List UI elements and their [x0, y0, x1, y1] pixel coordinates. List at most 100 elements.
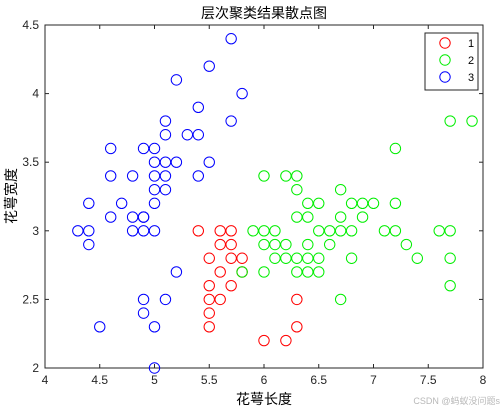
- series-2-point: [280, 170, 292, 182]
- series-3-point: [192, 170, 205, 182]
- series-3-point: [137, 307, 150, 319]
- series-2-point: [291, 252, 303, 264]
- series-2-point: [389, 225, 402, 237]
- series-1-point: [203, 321, 215, 333]
- series-3-point: [83, 225, 95, 237]
- series-3-point: [94, 321, 106, 333]
- x-axis-label: 花萼长度: [236, 392, 292, 408]
- series-2-point: [302, 211, 314, 223]
- series-2-point: [258, 225, 270, 237]
- series-2-point: [444, 115, 456, 127]
- legend-marker-2: [439, 54, 451, 66]
- series-2-point: [400, 238, 413, 251]
- plot-area: [44, 24, 484, 369]
- y-tick-label: 4.5: [22, 18, 39, 32]
- y-axis-ticks: 2 2.5 3 3.5 4 4.5: [22, 18, 483, 375]
- series-1-point: [192, 225, 205, 237]
- series-2-point: [345, 225, 358, 237]
- series-2-point: [258, 266, 270, 278]
- x-tick-label: 6.5: [310, 373, 327, 387]
- series-3-point: [148, 225, 161, 237]
- series-1-point: [280, 334, 292, 347]
- x-tick-label: 5: [151, 373, 158, 387]
- series-3-point: [105, 142, 117, 155]
- series-2-point: [444, 225, 456, 237]
- x-tick-label: 8: [480, 373, 487, 387]
- series-2-point: [302, 238, 314, 251]
- series-3-point: [137, 293, 150, 306]
- series-2-point: [291, 211, 303, 223]
- series-1-point: [214, 266, 226, 278]
- series-2-point: [302, 197, 314, 210]
- series-3-point: [148, 142, 161, 155]
- series-3-point: [148, 197, 161, 210]
- series-1-point: [291, 293, 303, 306]
- x-tick-label: 7.5: [420, 373, 437, 387]
- series-2-point: [280, 252, 292, 264]
- series-2-point: [334, 225, 347, 237]
- series-1-point: [203, 279, 215, 292]
- series-2-point: [389, 142, 402, 155]
- legend-label-3: 3: [468, 72, 474, 84]
- legend-box: [424, 32, 479, 91]
- series-3-point: [225, 115, 237, 127]
- series-2-point: [466, 115, 478, 127]
- series-1-point: [203, 252, 215, 264]
- series-2-point: [302, 266, 314, 278]
- series-3-point: [170, 266, 183, 278]
- x-tick-label: 6: [261, 373, 268, 387]
- legend-label-2: 2: [468, 55, 474, 67]
- watermark-text: CSDN @蚂蚁没问题s: [413, 396, 500, 406]
- series-2-point: [367, 197, 380, 210]
- series-3-point: [203, 60, 215, 72]
- series-2-point: [345, 252, 358, 264]
- series-3-point: [137, 142, 150, 155]
- series-3-point: [137, 211, 150, 223]
- series-3-point: [105, 211, 117, 223]
- legend: 1 2 3: [424, 32, 479, 91]
- series-3-point: [159, 183, 172, 196]
- series-2-point: [378, 225, 391, 237]
- legend-marker-1: [439, 37, 451, 49]
- series-1-point: [214, 225, 226, 237]
- series-2-point: [269, 252, 281, 264]
- series-3-point: [126, 170, 139, 182]
- series-2-point: [334, 293, 347, 306]
- series-3-point: [192, 101, 205, 114]
- y-tick-label: 3: [32, 224, 39, 238]
- y-axis-label: 花萼宽度: [3, 168, 20, 224]
- series-3-point: [137, 225, 150, 237]
- series-3-point: [148, 183, 161, 196]
- y-tick-label: 3.5: [22, 155, 39, 169]
- series-3-point: [181, 129, 194, 141]
- series-3-point: [83, 197, 95, 210]
- series-1-point: [203, 293, 215, 306]
- series-2-point: [389, 197, 402, 210]
- chart-title: 层次聚类结果散点图: [201, 6, 327, 22]
- series-2-point: [313, 197, 325, 210]
- series-2-point: [433, 225, 445, 237]
- series-1-point: [225, 238, 237, 251]
- series-1-point: [236, 252, 248, 264]
- series-2-point: [269, 238, 281, 251]
- series-3-point: [170, 156, 183, 168]
- series-2-point: [247, 225, 259, 237]
- series-2-point: [444, 279, 456, 292]
- series-1-point: [258, 334, 270, 347]
- series-1-point: [214, 238, 226, 251]
- series-2-point: [313, 225, 325, 237]
- series-3-point: [159, 170, 172, 182]
- series-3-point: [126, 211, 139, 223]
- series-3-point: [159, 293, 172, 306]
- data-points: [72, 33, 478, 374]
- y-tick-label: 2.5: [22, 292, 39, 306]
- series-1-point: [225, 279, 237, 292]
- series-2-point: [411, 252, 423, 264]
- series-1-point: [225, 252, 237, 264]
- series-2-point: [258, 238, 270, 251]
- series-2-point: [356, 197, 369, 210]
- series-1-point: [203, 307, 215, 319]
- series-2-point: [313, 252, 325, 264]
- series-3-point: [83, 238, 95, 251]
